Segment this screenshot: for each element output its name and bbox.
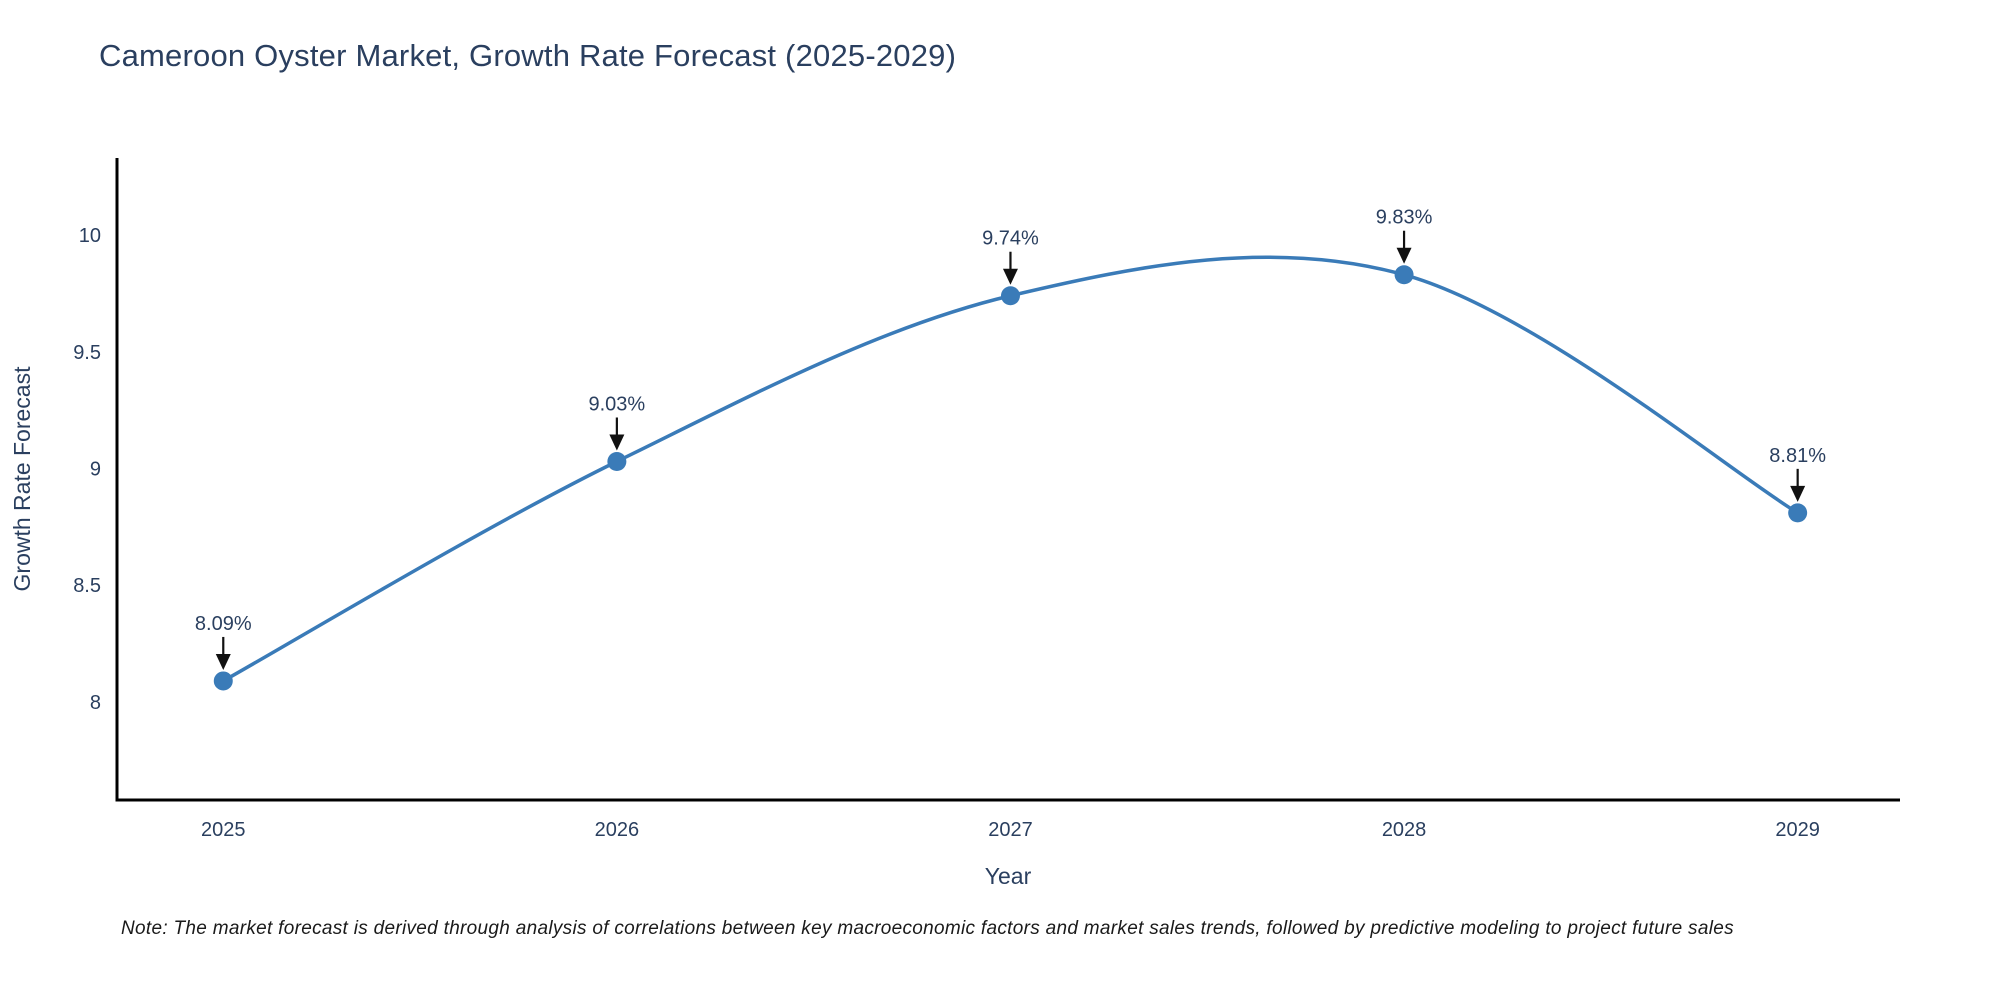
y-tick-label: 8.5 (73, 575, 101, 597)
series-line (221, 255, 1800, 683)
annotation-arrowhead-icon (1002, 268, 1018, 285)
data-point-marker (1788, 503, 1808, 523)
x-axis-title: Year (985, 863, 1032, 889)
chart-title: Cameroon Oyster Market, Growth Rate Fore… (99, 38, 957, 73)
y-tick-label: 10 (79, 225, 101, 247)
point-value-label: 8.09% (195, 613, 252, 635)
x-tick-label: 2026 (595, 819, 640, 841)
x-tick-label: 2028 (1382, 819, 1427, 841)
y-axis-title: Growth Rate Forecast (9, 366, 35, 592)
data-point-marker (1000, 286, 1020, 306)
annotation-arrowhead-icon (609, 434, 625, 451)
x-tick-label: 2029 (1775, 819, 1820, 841)
point-value-label: 8.81% (1769, 445, 1826, 467)
footnote: Note: The market forecast is derived thr… (121, 918, 1734, 939)
data-point-marker (213, 671, 233, 691)
point-value-label: 9.83% (1376, 207, 1433, 229)
x-tick-label: 2027 (988, 819, 1033, 841)
y-tick-label: 9 (90, 458, 101, 480)
point-value-label: 9.03% (589, 393, 646, 415)
annotation-arrowhead-icon (1396, 247, 1412, 264)
data-point-marker (607, 451, 627, 471)
data-point-marker (1394, 265, 1414, 285)
annotation-arrowhead-icon (215, 653, 231, 670)
x-tick-label: 2025 (201, 819, 246, 841)
point-value-label: 9.74% (982, 228, 1039, 250)
annotation-arrowhead-icon (1790, 485, 1806, 502)
y-tick-label: 8 (90, 692, 101, 714)
y-tick-label: 9.5 (73, 342, 101, 364)
